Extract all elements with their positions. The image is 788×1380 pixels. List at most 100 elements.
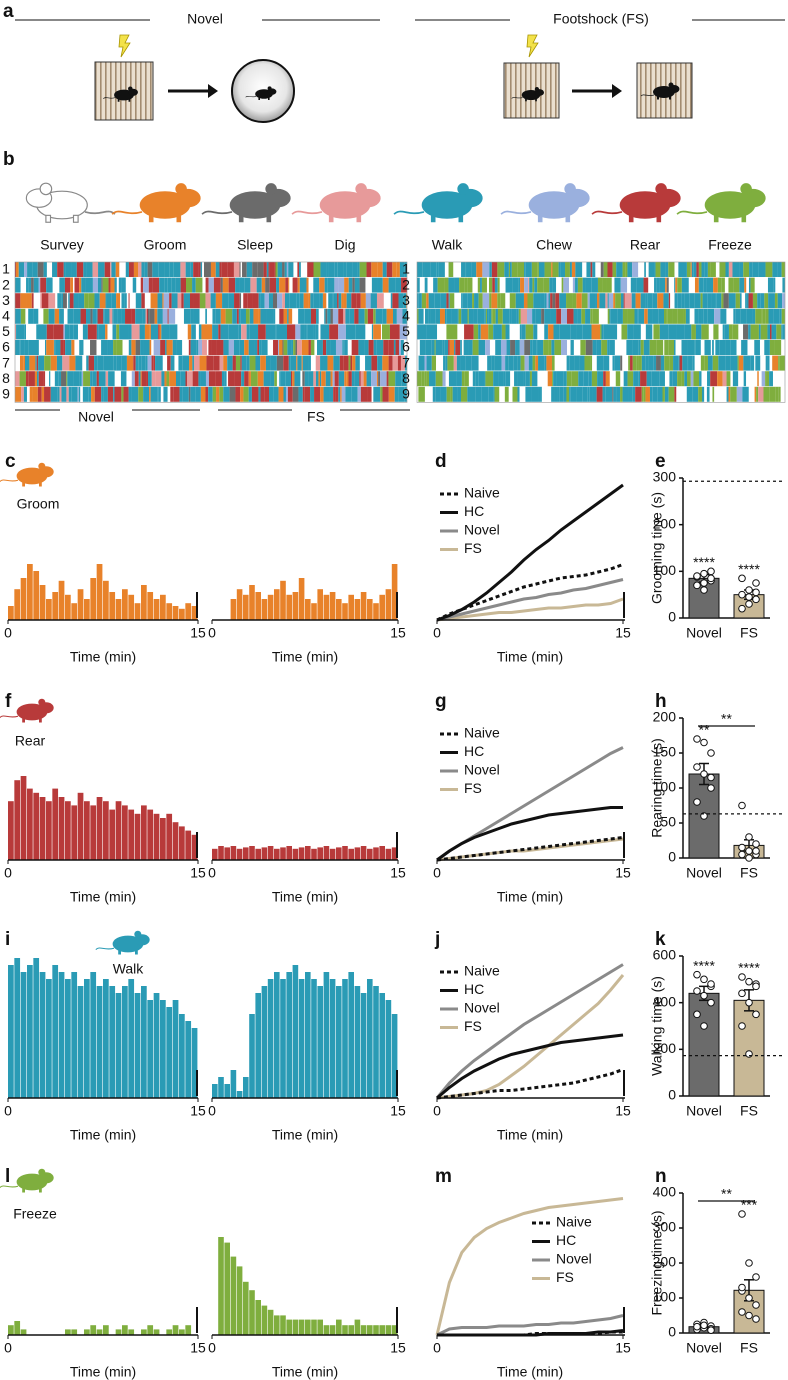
ethogram-segment [566, 371, 572, 387]
ethogram-segment [138, 371, 141, 387]
ethogram-segment [96, 324, 99, 340]
ethogram-segment [740, 308, 747, 324]
ethogram-segment [765, 371, 767, 387]
ethogram-segment [541, 308, 545, 324]
ethogram-segment [37, 262, 44, 277]
ethogram-segment [570, 340, 574, 355]
ethogram-segment [303, 293, 309, 309]
histogram-bar [373, 986, 379, 1098]
histogram-bar [84, 599, 90, 620]
ethogram-segment [234, 293, 240, 309]
ethogram-segment [537, 277, 544, 293]
ethogram-segment [495, 308, 498, 324]
ethogram-segment [719, 340, 726, 355]
ethogram-segment [223, 340, 229, 355]
ethogram-segment [302, 386, 305, 402]
ethogram-segment [668, 340, 675, 355]
ethogram-segment [551, 386, 555, 402]
ethogram-segment [238, 324, 242, 340]
mouse-icon [393, 183, 483, 223]
ethogram-segment [586, 262, 591, 277]
ethogram-segment [585, 340, 593, 355]
ethogram-segment [728, 386, 731, 402]
ethogram-segment [110, 277, 115, 293]
ethogram-segment [121, 308, 126, 324]
ethogram-segment [524, 262, 526, 277]
ethogram-segment [752, 293, 758, 309]
ethogram-segment [59, 386, 62, 402]
histogram-bar [391, 847, 398, 860]
ethogram-segment [373, 386, 381, 402]
ethogram-segment [527, 293, 534, 309]
ethogram-segment [559, 386, 564, 402]
ethogram-segment [603, 262, 608, 277]
ethogram-segment [434, 293, 441, 309]
ethogram-segment [486, 371, 494, 387]
ethogram-segment [527, 308, 533, 324]
ethogram-segment [304, 324, 307, 340]
ethogram-segment [334, 262, 338, 277]
ethogram-segment [672, 371, 678, 387]
ethogram-segment [693, 371, 700, 387]
ethogram-segment [728, 293, 736, 309]
ethogram-segment [439, 308, 445, 324]
ethogram-segment [189, 355, 193, 371]
data-point [707, 1326, 715, 1334]
ethogram-segment [205, 371, 209, 387]
ethogram-segment [683, 308, 686, 324]
histogram-bar [84, 979, 90, 1098]
histogram-bar [230, 846, 237, 860]
ethogram-segment [270, 371, 275, 387]
histogram-bar [153, 993, 160, 1098]
ethogram-segment [71, 340, 75, 355]
ethogram-segment [478, 293, 483, 309]
ethogram-segment [25, 355, 30, 371]
ethogram-segment [576, 386, 583, 402]
histogram-bar [8, 801, 14, 860]
ethogram-segment [327, 308, 331, 324]
ethogram-segment [235, 277, 240, 293]
ethogram-segment [20, 293, 27, 309]
row-label: 2 [2, 276, 10, 292]
data-point [738, 590, 746, 599]
ethogram-segment [732, 262, 740, 277]
histogram-bar [373, 603, 379, 620]
ethogram-segment [68, 293, 70, 309]
ethogram-segment [283, 386, 286, 402]
ethogram-segment [302, 355, 309, 371]
ethogram-segment [572, 277, 576, 293]
ethogram-segment [367, 386, 372, 402]
ethogram-segment [776, 324, 782, 340]
ethogram-segment [33, 277, 39, 293]
ethogram-segment [632, 262, 639, 277]
histogram-bar [280, 580, 286, 620]
ethogram-segment [778, 355, 780, 371]
ethogram-segment [607, 293, 609, 309]
ethogram-segment [703, 308, 708, 324]
ethogram-segment [468, 340, 473, 355]
histogram-bar [172, 1000, 179, 1098]
histogram-bar [348, 972, 354, 1098]
ethogram-segment [603, 324, 611, 340]
ethogram-segment [332, 293, 334, 309]
ethogram-segment [206, 355, 209, 371]
histogram-bar [348, 1325, 354, 1335]
ethogram-segment [700, 355, 705, 371]
x-tick-label: 15 [190, 1103, 206, 1119]
x-tick-label: 15 [615, 625, 631, 641]
tail [640, 94, 655, 97]
ethogram-segment [151, 355, 154, 371]
x-tick-label: 15 [615, 1340, 631, 1356]
data-point [752, 595, 760, 604]
ethogram-segment [365, 355, 372, 371]
behavior-label: Dig [334, 237, 355, 253]
histogram-bar [33, 571, 40, 620]
ethogram-segment [481, 277, 487, 293]
histogram-bar [109, 809, 116, 860]
legend-label: Naive [556, 1214, 592, 1230]
ethogram-segment [675, 277, 678, 293]
ethogram-segment [228, 340, 234, 355]
ethogram-segment [472, 340, 479, 355]
ethogram-segment [491, 355, 495, 371]
ethogram-segment [428, 293, 435, 309]
